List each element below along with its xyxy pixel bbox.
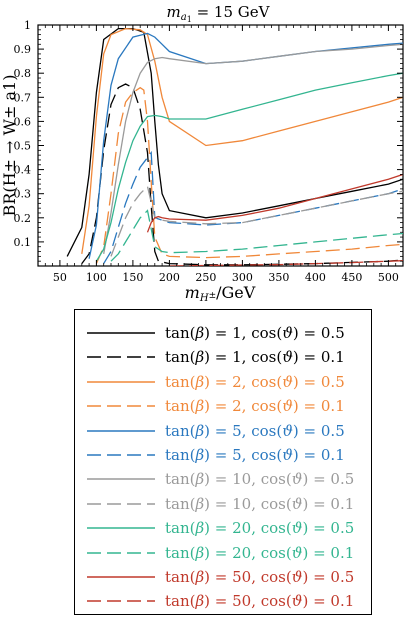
legend-entry: tan(β) = 50, cos(ϑ) = 0.1: [75, 590, 371, 612]
legend-label: tan(β) = 2, cos(ϑ) = 0.1: [165, 397, 345, 416]
legend-swatch: [87, 381, 155, 383]
legend-swatch: [87, 454, 155, 456]
legend-swatch: [87, 576, 155, 578]
legend-entry: tan(β) = 5, cos(ϑ) = 0.1: [75, 444, 371, 466]
legend-swatch: [87, 332, 155, 334]
legend-swatch: [87, 429, 155, 432]
x-tick-label: 100: [86, 271, 107, 284]
y-tick-label: 0.3: [14, 188, 32, 201]
legend-entry: tan(β) = 20, cos(ϑ) = 0.5: [75, 517, 371, 539]
chart-title: ma1 = 15 GeV: [167, 3, 271, 24]
legend-swatch: [87, 551, 155, 554]
x-tick-label: 200: [159, 271, 180, 284]
legend-label: tan(β) = 10, cos(ϑ) = 0.1: [165, 494, 355, 513]
legend-entry: tan(β) = 50, cos(ϑ) = 0.5: [75, 566, 371, 588]
ticks-group: 50 100 150 200 250 300 350 400 450 500 0.1 0.2 0.3 0.…: [14, 19, 403, 284]
x-tick-label: 450: [341, 271, 362, 284]
series-line-2: [81, 83, 403, 266]
legend-swatch: [87, 478, 155, 481]
legend-entry: tan(β) = 1, cos(ϑ) = 0.5: [75, 322, 371, 344]
legend-entry: tan(β) = 10, cos(ϑ) = 0.5: [75, 468, 371, 490]
x-tick-label: 150: [122, 271, 143, 284]
legend-label: tan(β) = 20, cos(ϑ) = 0.1: [165, 543, 355, 562]
y-tick-label: 0.2: [14, 212, 32, 225]
legend-swatch: [87, 405, 155, 407]
legend-swatch: [87, 527, 155, 529]
legend-entry: tan(β) = 2, cos(ϑ) = 0.5: [75, 371, 371, 393]
legend-label: tan(β) = 20, cos(ϑ) = 0.5: [165, 519, 355, 538]
legend-swatch: [87, 600, 155, 603]
y-tick-label: 0.6: [14, 115, 32, 128]
legend-entry: tan(β) = 10, cos(ϑ) = 0.1: [75, 493, 371, 515]
x-tick-label: 500: [378, 271, 399, 284]
series-line-12: [169, 260, 403, 266]
y-axis-label-text: BR(H± → W± a1): [0, 75, 19, 217]
legend-entry: tan(β) = 2, cos(ϑ) = 0.1: [75, 395, 371, 417]
series-line-10: [110, 209, 403, 262]
legend-swatch: [87, 356, 155, 359]
y-tick-label: 1: [24, 19, 31, 32]
y-tick-label: 0.9: [14, 43, 32, 56]
x-tick-label: 350: [268, 271, 289, 284]
legend-label: tan(β) = 50, cos(ϑ) = 0.1: [165, 592, 355, 611]
legend-swatch: [87, 503, 155, 505]
series-group: [66, 27, 403, 266]
x-axis-label-text: mH±/GeV: [185, 283, 256, 304]
y-axis-label: BR(H± → W± a1): [0, 75, 19, 217]
legend-entry: tan(β) = 20, cos(ϑ) = 0.1: [75, 542, 371, 564]
plot-frame: [37, 24, 404, 267]
y-tick-label: 0.7: [14, 91, 32, 104]
legend-label: tan(β) = 5, cos(ϑ) = 0.1: [165, 446, 345, 464]
series-line-11: [146, 173, 403, 233]
legend: tan(β) = 1, cos(ϑ) = 0.5 tan(β) = 1, cos(…: [74, 309, 372, 615]
y-tick-label: 0.5: [14, 140, 32, 153]
legend-label: tan(β) = 1, cos(ϑ) = 0.5: [165, 324, 345, 342]
legend-label: tan(β) = 2, cos(ϑ) = 0.5: [165, 372, 345, 391]
series-line-7: [103, 43, 403, 255]
series-line-9: [95, 72, 403, 262]
series-line-3: [81, 27, 403, 254]
x-axis-label: mH±/GeV: [185, 283, 256, 304]
series-line-6: [103, 150, 403, 264]
x-tick-label: 50: [53, 271, 67, 284]
series-line-8: [110, 185, 403, 257]
x-tick-label: 400: [305, 271, 326, 284]
x-tick-label: 300: [232, 271, 253, 284]
legend-entry: tan(β) = 1, cos(ϑ) = 0.1: [75, 346, 371, 368]
chart: ma1 = 15 GeV 50 100 150 200 250 300 350 400 450 5…: [0, 3, 404, 304]
y-tick-label: 0.4: [14, 164, 32, 177]
chart-title-text: ma1 = 15 GeV: [167, 3, 271, 24]
y-tick-label: 0.1: [14, 236, 32, 249]
legend-label: tan(β) = 10, cos(ϑ) = 0.5: [165, 470, 355, 489]
legend-label: tan(β) = 5, cos(ϑ) = 0.5: [165, 421, 345, 440]
x-tick-label: 250: [195, 271, 216, 284]
y-tick-label: 0.8: [14, 67, 32, 80]
legend-entry: tan(β) = 5, cos(ϑ) = 0.5: [75, 420, 371, 442]
legend-label: tan(β) = 50, cos(ϑ) = 0.5: [165, 568, 355, 586]
legend-label: tan(β) = 1, cos(ϑ) = 0.1: [165, 348, 345, 367]
